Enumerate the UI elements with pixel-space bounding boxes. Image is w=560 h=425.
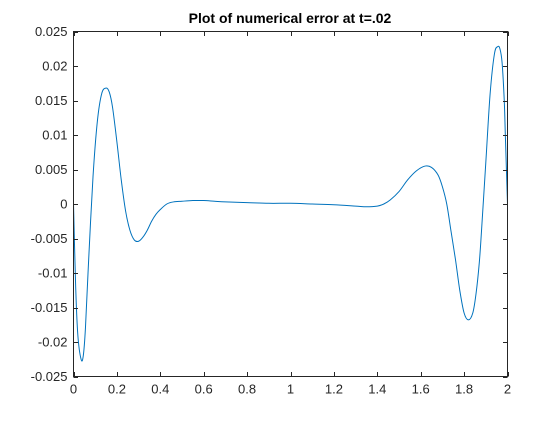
chart-title: Plot of numerical error at t=.02 — [189, 10, 392, 26]
x-tick-label: 0.8 — [238, 382, 256, 397]
y-tick-label: -0.015 — [31, 300, 68, 315]
x-tick-label: 0 — [70, 382, 77, 397]
x-axis-ticks: 0 0.2 0.4 0.6 0.8 1 1.2 1.4 1.6 1.8 2 — [70, 31, 511, 397]
y-tick-label: -0.005 — [31, 231, 68, 246]
y-tick-label: 0 — [60, 197, 67, 212]
y-axis-ticks: 0.025 0.02 0.015 0.01 0.005 0 -0.005 -0.01 -0.01… — [31, 24, 508, 384]
x-tick-label: 1.6 — [412, 382, 430, 397]
y-tick-label: -0.02 — [38, 335, 68, 350]
y-tick-label: 0.02 — [42, 59, 67, 74]
x-tick-label: 1.8 — [455, 382, 473, 397]
y-tick-label: -0.01 — [38, 266, 68, 281]
x-tick-label: 1 — [287, 382, 294, 397]
series-layer — [73, 45, 508, 362]
x-tick-label: 0.4 — [151, 382, 169, 397]
x-tick-label: 1.4 — [368, 382, 386, 397]
y-tick-label: 0.01 — [42, 128, 67, 143]
y-tick-label: -0.025 — [31, 369, 68, 384]
series-line-0 — [73, 45, 508, 362]
x-tick-label: 0.2 — [108, 382, 126, 397]
y-tick-label: 0.005 — [35, 162, 68, 177]
x-tick-label: 2 — [504, 382, 511, 397]
y-tick-label: 0.025 — [35, 24, 68, 39]
x-tick-label: 1.2 — [325, 382, 343, 397]
x-tick-label: 0.6 — [195, 382, 213, 397]
y-tick-label: 0.015 — [35, 93, 68, 108]
